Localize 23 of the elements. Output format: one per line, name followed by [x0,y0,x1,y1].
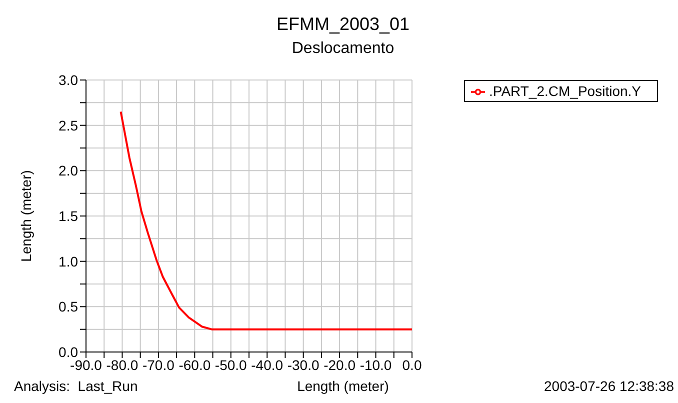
x-tick-label: -70.0 [142,356,175,373]
chart-subtitle: Deslocamento [290,40,396,58]
y-tick-label: 2.5 [58,117,78,134]
x-tick-label: -10.0 [360,356,392,373]
y-tick-label: 2.0 [58,162,78,179]
text: Analysis: Last_Run [14,378,138,394]
x-axis-title: Length (meter) [297,378,389,394]
y-tick-label: 1.5 [58,208,78,224]
x-tick-label: 0.0 [402,356,422,373]
y-axis-title: Length (meter) [18,170,34,262]
x-tick-label: -60.0 [178,356,211,373]
x-tick-label: -40.0 [251,356,284,373]
y-tick-label: 1.0 [58,253,78,270]
x-tick-label: -50.0 [214,356,248,373]
x-tick-label: -30.0 [287,356,320,373]
text: 2003-07-26 12:38:38 [544,378,674,394]
chart-title: EFMM_2003_01 [275,14,411,35]
legend-label: .PART_2.CM_Position.Y [489,83,641,99]
x-tick-label: -20.0 [324,356,356,373]
y-tick-label: 0.5 [58,298,78,315]
line-series [120,110,412,330]
x-tick-label: -80.0 [106,356,138,373]
y-tick-label: 3.0 [58,72,78,88]
